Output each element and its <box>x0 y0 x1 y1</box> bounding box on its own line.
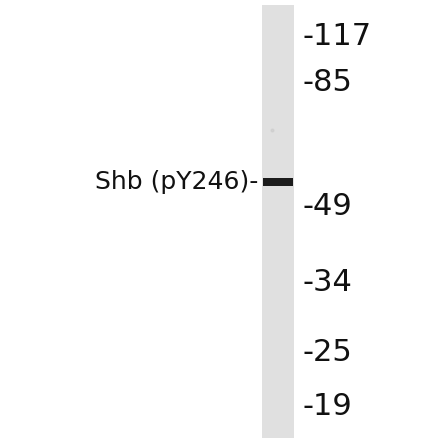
Text: -19: -19 <box>302 392 352 421</box>
Text: -117: -117 <box>302 22 371 51</box>
Text: -49: -49 <box>302 192 352 221</box>
Bar <box>263 178 293 186</box>
Text: -25: -25 <box>302 338 352 367</box>
Text: -85: -85 <box>302 68 352 97</box>
Bar <box>262 5 294 438</box>
Text: Shb (pY246)-: Shb (pY246)- <box>95 170 258 194</box>
Text: -34: -34 <box>302 268 352 297</box>
